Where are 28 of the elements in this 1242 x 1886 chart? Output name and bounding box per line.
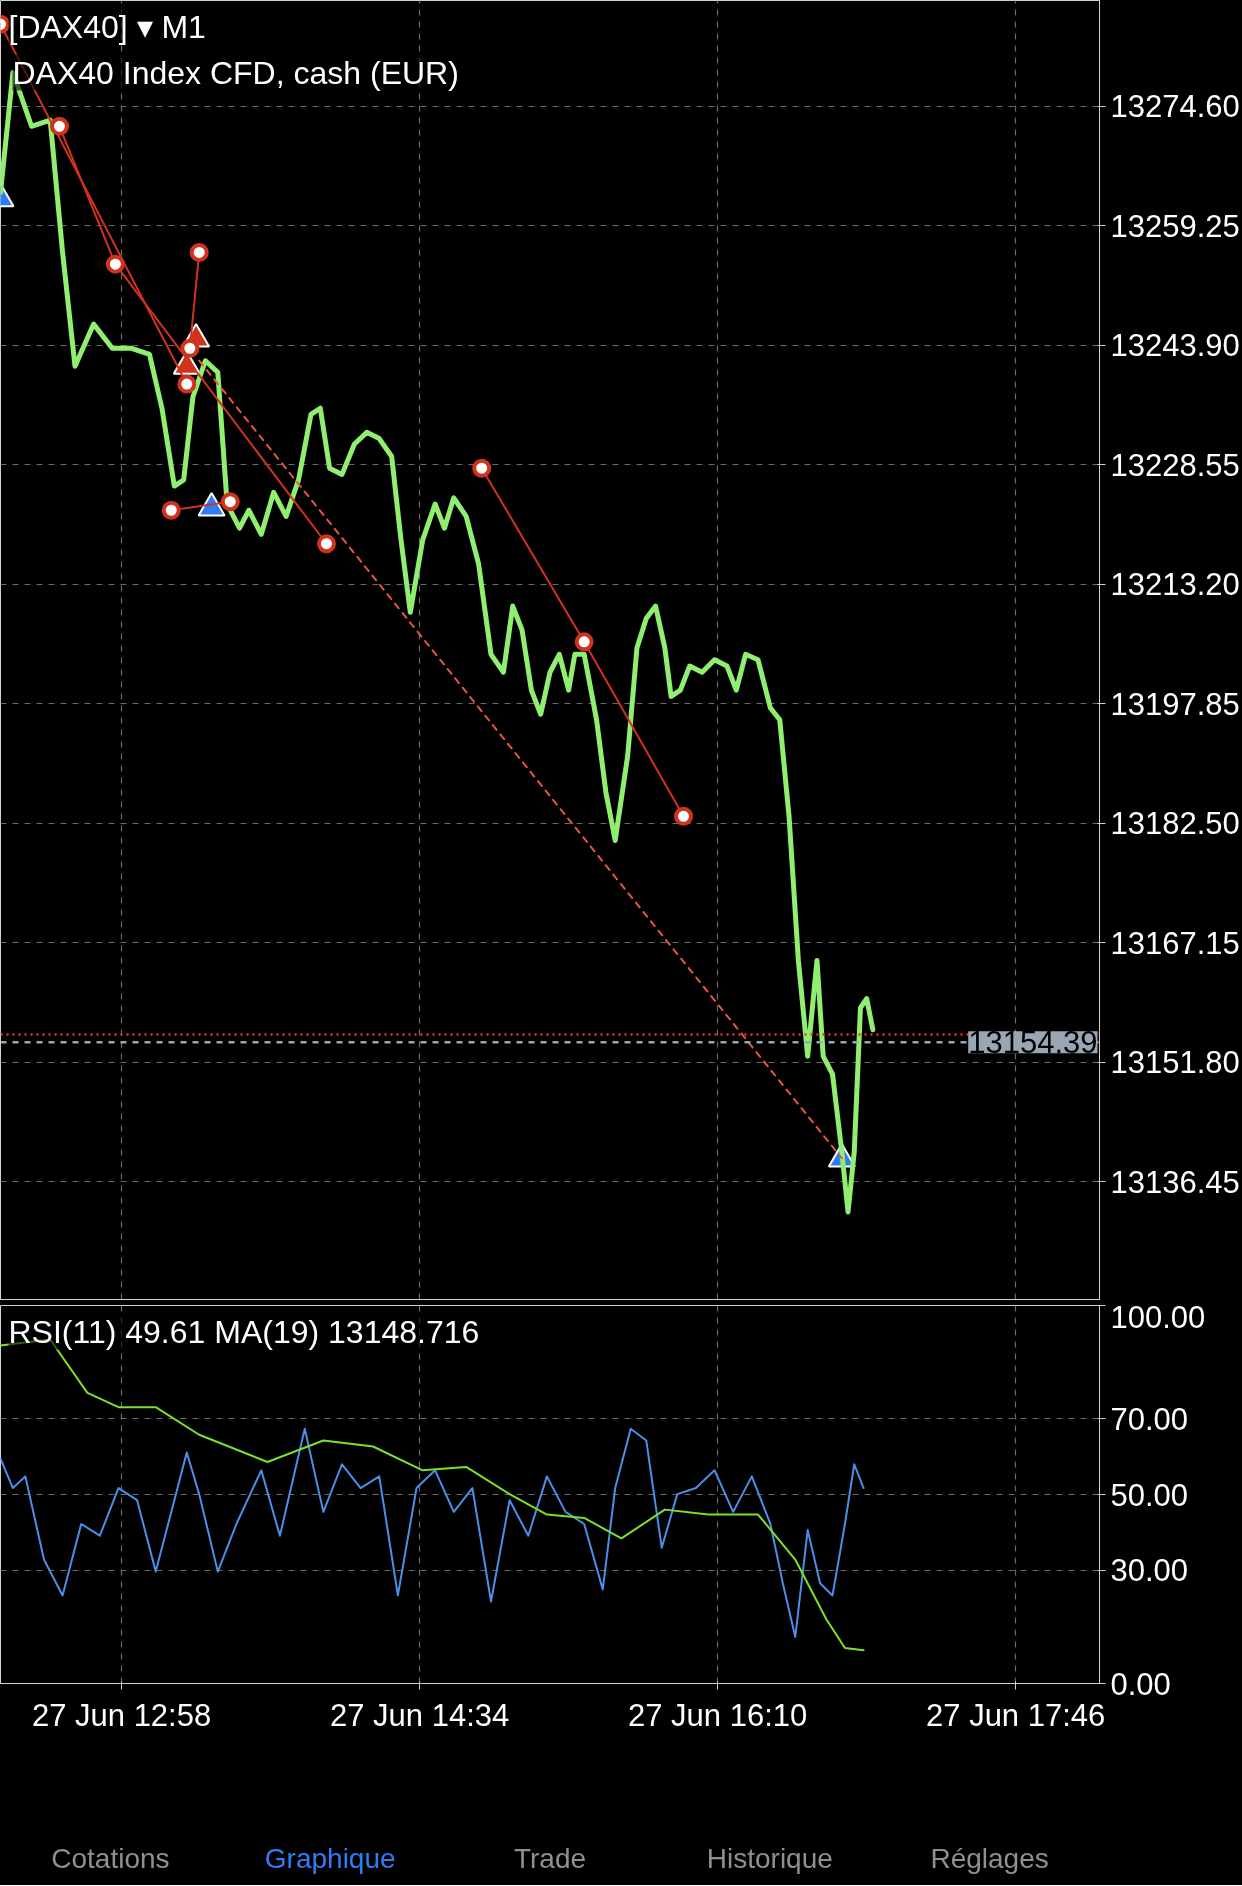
x-tick-label: 27 Jun 12:58: [31, 1697, 212, 1733]
y-tick-label: 100.00: [1110, 1299, 1206, 1335]
y-tick-label: 13167.15: [1110, 925, 1240, 961]
text: Réglages: [930, 1842, 1049, 1874]
y-tick-label: 13151.80: [1110, 1045, 1240, 1081]
y-tick-label: 13136.45: [1110, 1164, 1240, 1200]
ref-line-label: 13154.39: [968, 1025, 1098, 1061]
y-tick-label: 13259.25: [1110, 208, 1240, 244]
text: Trade: [513, 1842, 587, 1874]
y-tick-label: 13274.60: [1110, 89, 1240, 125]
y-tick-label: 30.00: [1110, 1553, 1189, 1589]
y-tick-label: 13213.20: [1110, 567, 1240, 603]
text: Graphique: [264, 1842, 396, 1874]
text: Cotations: [51, 1842, 170, 1874]
x-tick-label: 27 Jun 14:34: [329, 1697, 510, 1733]
chart-title: RSI(11) 49.61 MA(19) 13148.716: [8, 1313, 480, 1350]
y-tick-label: 13243.90: [1110, 328, 1240, 364]
y-tick-label: 0.00: [1110, 1666, 1171, 1702]
y-tick-label: 70.00: [1110, 1401, 1189, 1437]
y-tick-label: 13182.50: [1110, 806, 1240, 842]
y-tick-label: 13197.85: [1110, 686, 1240, 722]
text: DAX40 Index CFD, cash (EUR): [12, 54, 459, 91]
x-tick-label: 27 Jun 16:10: [628, 1697, 808, 1733]
y-tick-label: 50.00: [1110, 1477, 1189, 1513]
chart-title: [DAX40] ▾ M1: [8, 8, 206, 45]
text: Historique: [706, 1842, 833, 1874]
x-tick-label: 27 Jun 17:46: [926, 1697, 1106, 1733]
y-tick-label: 13228.55: [1110, 447, 1240, 483]
